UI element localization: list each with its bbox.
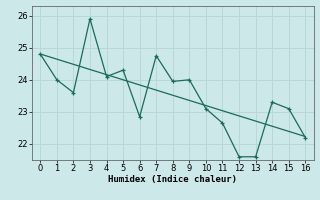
X-axis label: Humidex (Indice chaleur): Humidex (Indice chaleur) [108, 175, 237, 184]
